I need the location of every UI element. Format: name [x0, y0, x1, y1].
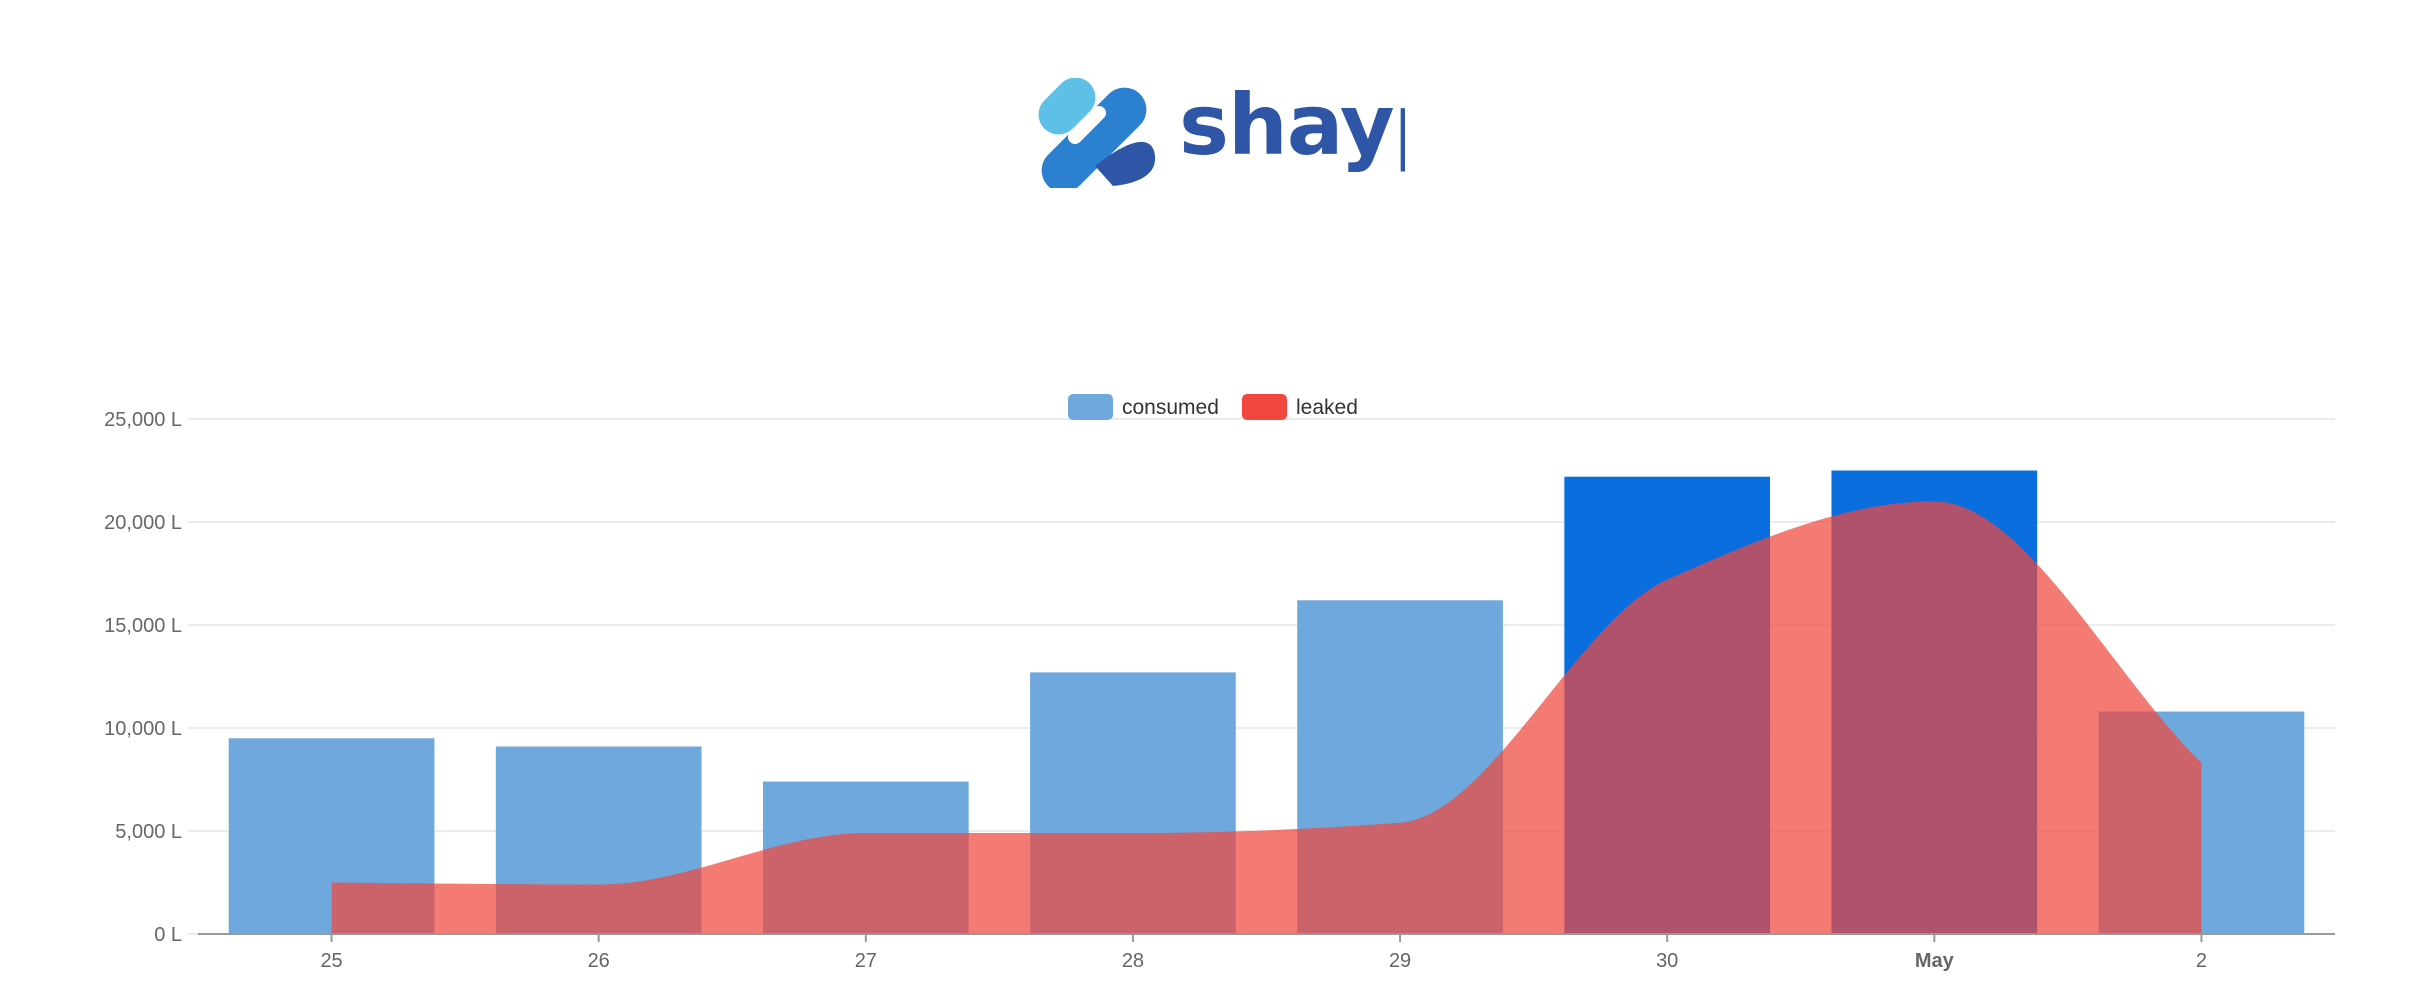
legend-swatch-leaked	[1242, 394, 1287, 420]
shayp-logo: shayp	[1038, 78, 1405, 188]
x-tick-label: 26	[588, 950, 610, 972]
x-tick-label: 2	[2196, 950, 2207, 972]
y-tick-label: 25,000 L	[104, 409, 182, 431]
brand-name: shayp	[1179, 78, 1405, 174]
legend: consumed leaked	[1068, 394, 1358, 420]
x-tick-label: 27	[855, 950, 877, 972]
x-tick-label: 29	[1389, 950, 1411, 972]
shayp-mark-icon	[1038, 78, 1156, 188]
axes: 0 L 5,000 L 10,000 L 15,000 L 20,000 L 25,000…	[104, 409, 2335, 972]
x-tick-label: 25	[320, 950, 342, 972]
y-tick-label: 20,000 L	[104, 512, 182, 534]
y-tick-label: 5,000 L	[115, 821, 182, 843]
legend-swatch-consumed	[1068, 394, 1113, 420]
y-tick-label: 10,000 L	[104, 718, 182, 740]
x-tick-label: May	[1915, 950, 1955, 972]
y-tick-label: 15,000 L	[104, 615, 182, 637]
y-tick-label: 0 L	[154, 924, 182, 946]
legend-label-consumed[interactable]: consumed	[1122, 396, 1219, 419]
legend-label-leaked[interactable]: leaked	[1296, 396, 1358, 419]
x-tick-label: 28	[1122, 950, 1144, 972]
leaked-area	[331, 501, 2202, 934]
x-tick-label: 30	[1656, 950, 1678, 972]
area-leaked[interactable]	[331, 501, 2202, 934]
